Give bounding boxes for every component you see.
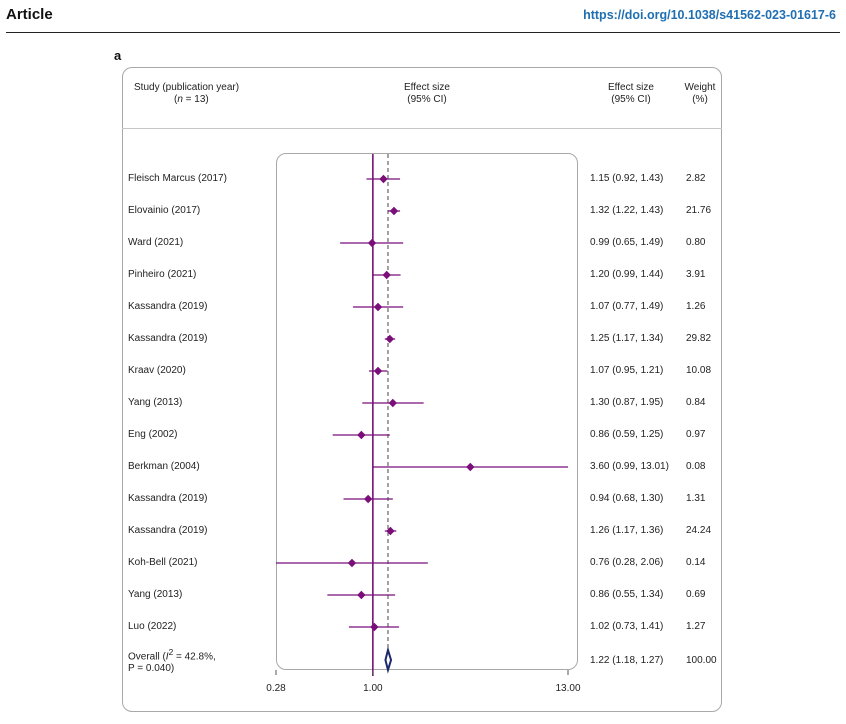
weight-value: 10.08	[686, 365, 712, 376]
effect-size-text: 0.94 (0.68, 1.30)	[590, 493, 664, 504]
study-marker	[379, 174, 388, 184]
weight-value: 29.82	[686, 333, 712, 344]
study-marker	[373, 366, 383, 376]
effect-size-plot-ci: (95% CI)	[407, 94, 447, 105]
study-marker	[363, 494, 373, 504]
header-rule	[6, 32, 840, 33]
weight-value: 0.69	[686, 589, 706, 600]
weight-value: 1.27	[686, 621, 706, 632]
overall-label-i: I	[165, 651, 169, 663]
overall-label-sup: 2	[168, 647, 174, 657]
study-count-rest: = 13)	[182, 94, 209, 105]
overall-label: Overall (I2 = 42.8%, P = 0.040)	[128, 646, 216, 675]
weight-value: 24.24	[686, 525, 712, 536]
effect-size-text: 1.07 (0.77, 1.49)	[590, 301, 664, 312]
study-name: Fleisch Marcus (2017)	[128, 173, 227, 184]
study-name: Luo (2022)	[128, 621, 177, 632]
study-column-header: Study (publication year) (n = 13)	[134, 82, 239, 106]
x-axis-tick-label: 13.00	[555, 683, 580, 694]
overall-label-prefix: Overall (	[128, 651, 166, 663]
effect-size-plot-header: Effect size (95% CI)	[402, 82, 452, 106]
study-name: Kraav (2020)	[128, 365, 186, 376]
study-marker	[357, 430, 366, 440]
weight-unit: (%)	[692, 94, 708, 105]
doi-link[interactable]: https://doi.org/10.1038/s41562-023-01617…	[583, 8, 836, 22]
effect-size-text-ci: (95% CI)	[611, 94, 651, 105]
weight-value: 1.26	[686, 301, 706, 312]
weight-value: 3.91	[686, 269, 706, 280]
effect-size-text: 1.15 (0.92, 1.43)	[590, 173, 664, 184]
study-name: Kassandra (2019)	[128, 301, 208, 312]
study-marker	[466, 462, 475, 472]
effect-size-plot-title: Effect size	[404, 82, 450, 93]
weight-title: Weight	[684, 82, 716, 93]
study-name: Pinheiro (2021)	[128, 269, 197, 280]
effect-size-text: 1.02 (0.73, 1.41)	[590, 621, 664, 632]
column-header-divider	[122, 128, 722, 129]
effect-size-text: 0.76 (0.28, 2.06)	[590, 557, 664, 568]
weight-value: 0.14	[686, 557, 706, 568]
overall-label-heterogeneity: = 42.8%,	[173, 651, 216, 663]
forest-plot-frame	[122, 67, 722, 712]
study-marker	[382, 270, 391, 280]
effect-size-text: 1.20 (0.99, 1.44)	[590, 269, 664, 280]
effect-size-text: 1.30 (0.87, 1.95)	[590, 397, 664, 408]
study-name: Kassandra (2019)	[128, 493, 208, 504]
study-name: Koh-Bell (2021)	[128, 557, 198, 568]
effect-size-text: 0.86 (0.55, 1.34)	[590, 589, 664, 600]
study-marker	[357, 590, 366, 600]
study-name: Eng (2002)	[128, 429, 178, 440]
study-name: Yang (2013)	[128, 589, 183, 600]
effect-size-text: 3.60 (0.99, 13.01)	[590, 461, 669, 472]
effect-size-text: 1.07 (0.95, 1.21)	[590, 365, 664, 376]
effect-size-text: 1.32 (1.22, 1.43)	[590, 205, 664, 216]
weight-value: 2.82	[686, 173, 706, 184]
weight-value: 0.84	[686, 397, 706, 408]
study-count-n: n	[177, 94, 183, 105]
study-marker	[386, 526, 395, 536]
effect-size-text: 1.26 (1.17, 1.36)	[590, 525, 664, 536]
overall-effect-size-text: 1.22 (1.18, 1.27)	[590, 655, 664, 666]
study-name: Yang (2013)	[128, 397, 183, 408]
study-marker	[388, 398, 398, 408]
effect-size-text-title: Effect size	[608, 82, 654, 93]
weight-value: 1.31	[686, 493, 706, 504]
overall-label-p: P = 0.040)	[128, 663, 175, 675]
overall-diamond	[384, 646, 393, 674]
effect-size-text-header: Effect size (95% CI)	[605, 82, 657, 106]
weight-value: 21.76	[686, 205, 712, 216]
overall-weight: 100.00	[686, 655, 717, 666]
study-name: Elovainio (2017)	[128, 205, 201, 216]
study-name: Kassandra (2019)	[128, 525, 208, 536]
weight-value: 0.08	[686, 461, 706, 472]
journal-section-label: Article	[6, 6, 53, 23]
weight-value: 0.97	[686, 429, 706, 440]
study-column-title: Study (publication year)	[134, 82, 240, 93]
study-marker	[389, 206, 399, 216]
study-count: (n = 13)	[134, 94, 239, 106]
weight-column-header: Weight (%)	[680, 82, 720, 106]
study-name: Kassandra (2019)	[128, 333, 208, 344]
study-name: Berkman (2004)	[128, 461, 200, 472]
study-marker	[347, 558, 357, 568]
study-marker	[373, 302, 383, 312]
overall-label-line1: Overall (I2 = 42.8%,	[128, 646, 216, 663]
effect-size-text: 1.25 (1.17, 1.34)	[590, 333, 664, 344]
x-axis-tick-label: 1.00	[363, 683, 383, 694]
effect-size-text: 0.86 (0.59, 1.25)	[590, 429, 664, 440]
effect-size-text: 0.99 (0.65, 1.49)	[590, 237, 664, 248]
study-marker	[367, 238, 377, 248]
x-axis-tick-label: 0.28	[266, 683, 286, 694]
panel-label: a	[114, 48, 122, 63]
study-marker	[385, 334, 395, 344]
study-count-open: (	[174, 94, 178, 105]
weight-value: 0.80	[686, 237, 706, 248]
study-marker	[370, 622, 379, 632]
study-name: Ward (2021)	[128, 237, 184, 248]
plot-area-frame	[276, 153, 578, 670]
